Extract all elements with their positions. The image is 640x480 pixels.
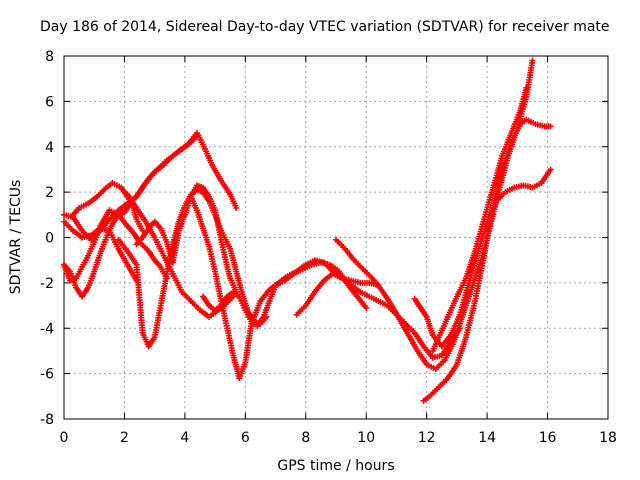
data-point (529, 57, 536, 64)
y-tick-label: 8 (45, 49, 54, 65)
y-tick-label: -8 (40, 412, 54, 428)
y-tick-label: 2 (45, 185, 54, 201)
x-tick-label: 14 (478, 430, 496, 446)
data-points (61, 57, 554, 404)
series-track-12 (333, 57, 536, 373)
series-track-14 (420, 116, 554, 404)
x-tick-label: 2 (120, 430, 129, 446)
x-tick-label: 10 (357, 430, 375, 446)
series-track-8 (133, 182, 240, 295)
y-axis-label: SDTVAR / TECUs (8, 180, 24, 295)
x-tick-label: 8 (301, 430, 310, 446)
data-point (193, 130, 200, 137)
series-track-6 (124, 191, 237, 320)
y-tick-label: -6 (40, 367, 54, 383)
data-point (363, 304, 370, 311)
y-tick-label: 4 (45, 140, 54, 156)
data-point (523, 84, 530, 91)
tick-labels: 0 2 4 6 8 10 12 14 16 18 -8 -6 -4 -2 0 2 4 6 8 (40, 49, 617, 446)
x-axis-label: GPS time / hours (277, 458, 394, 474)
y-tick-label: 0 (45, 231, 54, 247)
y-tick-label: -4 (40, 321, 54, 337)
x-tick-label: 18 (599, 430, 617, 446)
series-track-10 (200, 259, 370, 329)
data-point (547, 123, 554, 130)
x-tick-label: 0 (60, 430, 69, 446)
y-tick-label: -2 (40, 276, 54, 292)
y-tick-label: 6 (45, 94, 54, 110)
x-tick-label: 16 (539, 430, 557, 446)
x-tick-label: 4 (180, 430, 189, 446)
x-tick-label: 6 (241, 430, 250, 446)
data-point (233, 205, 240, 212)
data-point (547, 166, 554, 173)
chart-title: Day 186 of 2014, Sidereal Day-to-day VTE… (40, 19, 610, 35)
series-track-15 (429, 84, 530, 354)
x-tick-label: 12 (418, 430, 436, 446)
axis-ticks (63, 55, 609, 420)
series-track-4 (61, 218, 140, 284)
